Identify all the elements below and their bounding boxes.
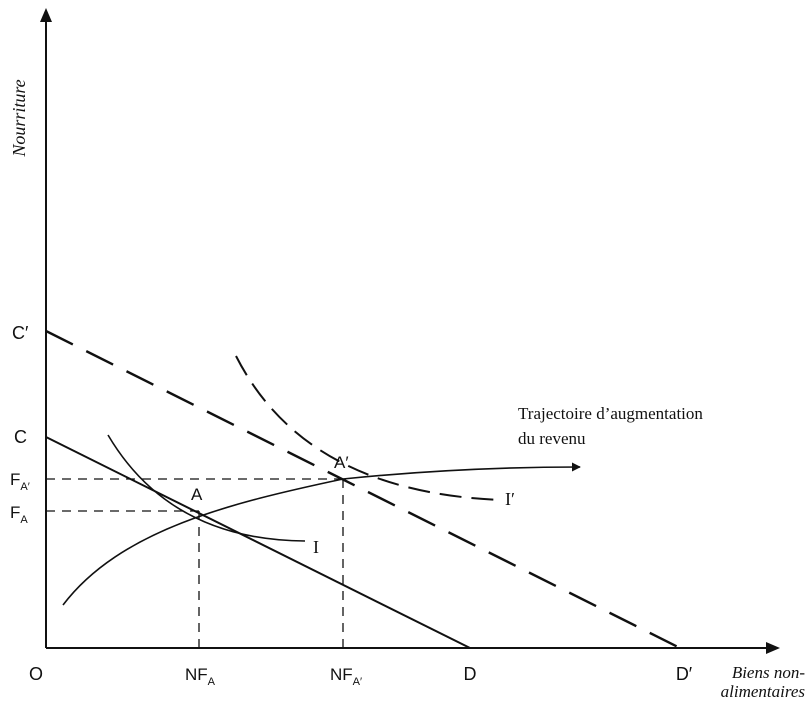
indifference-curve-i-prime	[235, 355, 502, 501]
origin-label: O	[29, 664, 43, 684]
point-d-prime-label: D′	[676, 664, 693, 684]
y-axis-arrow-icon	[40, 8, 52, 22]
tick-f-a: FA	[10, 503, 28, 526]
expansion-path-label-line1: Trajectoire d’augmentation	[518, 404, 703, 423]
budget-line-cd	[45, 436, 471, 649]
tick-nf-a-prime: NFA′	[330, 665, 362, 688]
indifference-curve-i	[107, 434, 306, 542]
point-c-prime-label: C′	[12, 323, 29, 343]
income-expansion-path	[62, 462, 581, 606]
x-axis-arrow-icon	[766, 642, 780, 654]
x-axis-label-line1: Biens non-	[732, 663, 806, 682]
curve-i-label: I	[313, 537, 319, 557]
point-a-label: A	[191, 485, 203, 504]
point-c-label: C	[14, 427, 27, 447]
y-axis-label: Nourriture	[9, 79, 29, 157]
point-a-prime-label: A′	[334, 453, 349, 472]
x-axis-label-line2: alimentaires	[721, 682, 806, 701]
curve-i-prime-label: I′	[505, 489, 515, 509]
tick-nf-a: NFA	[185, 665, 216, 688]
tick-f-a-prime: FA′	[10, 470, 30, 493]
point-d-label: D	[464, 664, 477, 684]
budget-line-c-prime-d-prime	[45, 329, 681, 650]
expansion-path-label-line2: du revenu	[518, 429, 586, 448]
